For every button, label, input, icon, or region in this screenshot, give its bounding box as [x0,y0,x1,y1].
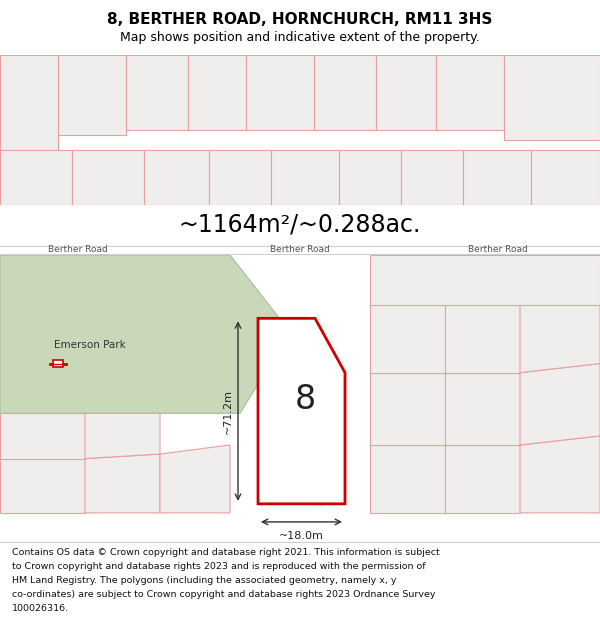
Polygon shape [160,445,230,513]
Text: 8: 8 [295,383,316,416]
Polygon shape [520,291,600,372]
Polygon shape [0,413,85,459]
Bar [209,150,271,205]
Bar [436,55,504,130]
Polygon shape [445,445,520,513]
Bar [463,150,531,205]
Polygon shape [258,318,345,504]
Bar [58,55,126,135]
Polygon shape [370,372,445,445]
Text: Berther Road: Berther Road [468,246,528,254]
Bar [504,55,600,140]
Bar [531,150,600,205]
Polygon shape [0,459,85,513]
Polygon shape [445,372,520,445]
Polygon shape [0,255,290,413]
Polygon shape [520,364,600,445]
Text: ~1164m²/~0.288ac.: ~1164m²/~0.288ac. [179,213,421,237]
Text: co-ordinates) are subject to Crown copyright and database rights 2023 Ordnance S: co-ordinates) are subject to Crown copyr… [12,590,436,599]
Bar [246,55,314,130]
Polygon shape [370,255,600,305]
Text: to Crown copyright and database rights 2023 and is reproduced with the permissio: to Crown copyright and database rights 2… [12,562,425,571]
Polygon shape [520,436,600,513]
Text: ~71.2m: ~71.2m [223,389,233,434]
Polygon shape [370,445,445,513]
Text: Emerson Park: Emerson Park [54,341,126,351]
Bar [126,55,188,130]
Bar [72,150,144,205]
Text: HM Land Registry. The polygons (including the associated geometry, namely x, y: HM Land Registry. The polygons (includin… [12,576,397,585]
Bar [144,150,209,205]
Text: Berther Road: Berther Road [48,246,108,254]
Text: Contains OS data © Crown copyright and database right 2021. This information is : Contains OS data © Crown copyright and d… [12,548,440,557]
Bar [314,55,376,130]
Text: ~18.0m: ~18.0m [278,531,323,541]
Polygon shape [370,305,445,372]
Text: Berther Road: Berther Road [270,246,330,254]
Bar [376,55,436,130]
Bar [0,150,72,205]
Bar [339,150,401,205]
Polygon shape [85,413,160,459]
Bar [0,55,58,150]
Bar [188,55,246,130]
Polygon shape [85,454,160,513]
Polygon shape [445,305,520,372]
Bar [53,360,63,368]
Bar [401,150,463,205]
Text: 100026316.: 100026316. [12,604,69,612]
Text: Map shows position and indicative extent of the property.: Map shows position and indicative extent… [120,31,480,44]
Text: 8, BERTHER ROAD, HORNCHURCH, RM11 3HS: 8, BERTHER ROAD, HORNCHURCH, RM11 3HS [107,12,493,27]
Bar [271,150,339,205]
